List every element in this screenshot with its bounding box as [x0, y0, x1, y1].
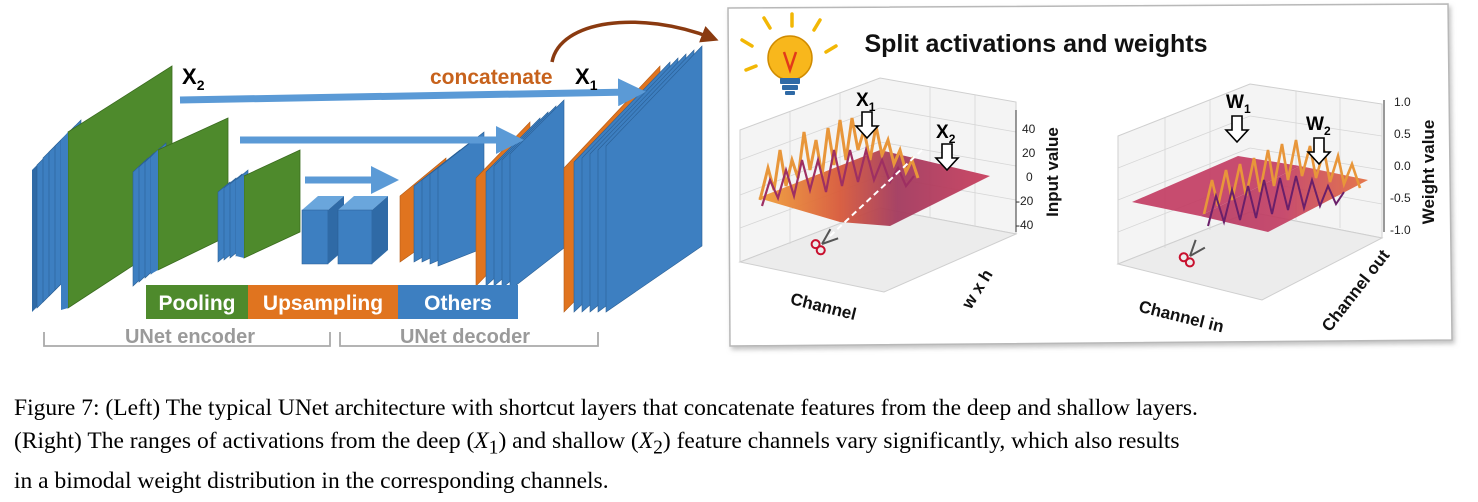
lightbulb-icon: [740, 12, 838, 95]
scissors-icon-1: [810, 228, 839, 256]
zaxis-tick-label: 0: [1026, 170, 1033, 184]
activation-plot: X1 X2 40 20 0 -20 -40 Input value Channe…: [738, 77, 1062, 324]
unet-figure: X2 concatenate X1 Pooling Upsampling Oth…: [32, 3, 1453, 348]
scissors-icon-2: [1178, 239, 1206, 268]
legend-pooling: Pooling: [159, 292, 236, 315]
decoder-block-1: [399, 131, 485, 267]
caption-line-2: (Right) The ranges of activations from t…: [14, 428, 1180, 459]
marker-x1: X1: [856, 90, 876, 114]
zaxis-tick-label: 1.0: [1394, 95, 1411, 109]
legend-upsampling: Upsampling: [263, 292, 383, 315]
legend-others: Others: [424, 292, 492, 315]
marker-x2: X2: [936, 122, 956, 146]
arrow-down-icon-1: [854, 111, 880, 140]
skip-arrow-1: [179, 78, 646, 107]
figure-caption: Figure 7: (Left) The typical UNet archit…: [14, 392, 1474, 498]
decoder-block-3: [563, 45, 703, 313]
zaxis-tick-label: -1.0: [1390, 223, 1411, 237]
encoder-bracket: [43, 332, 331, 347]
encoder-block-2: [132, 117, 229, 287]
caption-line-3: in a bimodal weight distribution in the …: [14, 467, 609, 494]
curve-arrow: [550, 20, 719, 63]
arrow-down-icon-2: [934, 143, 960, 172]
marker-w2: W2: [1306, 114, 1331, 138]
arrow-down-icon-4: [1306, 137, 1332, 166]
label-concatenate: concatenate: [430, 66, 553, 89]
label-x1: X1: [575, 64, 598, 93]
zaxis-tick-label: 0.0: [1394, 159, 1411, 173]
decoder-bracket: [339, 332, 599, 347]
label-x2: X2: [182, 64, 205, 93]
split-line-1: [829, 149, 923, 237]
zaxis-tick-label: -20: [1016, 194, 1034, 208]
arrow-down-icon-3: [1224, 115, 1250, 144]
panel-title: Split activations and weights: [864, 30, 1207, 58]
decoder-label: UNet decoder: [400, 326, 530, 348]
zaxis-tick-label: -40: [1016, 218, 1034, 232]
marker-w1: W1: [1226, 92, 1251, 116]
encoder-label: UNet encoder: [125, 326, 255, 348]
caption-line-1: Figure 7: (Left) The typical UNet archit…: [14, 395, 1198, 421]
zaxis-tick-label: 40: [1022, 122, 1036, 136]
zaxis-tick-label: 20: [1022, 146, 1036, 160]
layer-legend: Pooling Upsampling Others: [146, 285, 518, 319]
decoder-block-2: [475, 99, 565, 291]
zaxis-label-1: Input value: [1043, 127, 1062, 217]
zaxis-tick-label: -0.5: [1390, 191, 1411, 205]
zaxis-tick-label: 0.5: [1394, 127, 1411, 141]
zaxis-label-2: Weight value: [1419, 120, 1438, 225]
bottleneck-blocks: [301, 196, 388, 265]
right-panel: Split activations and weights: [727, 3, 1453, 347]
encoder-block-3: [217, 149, 301, 263]
unet-diagram: X2 concatenate X1 Pooling Upsampling Oth…: [32, 20, 719, 348]
